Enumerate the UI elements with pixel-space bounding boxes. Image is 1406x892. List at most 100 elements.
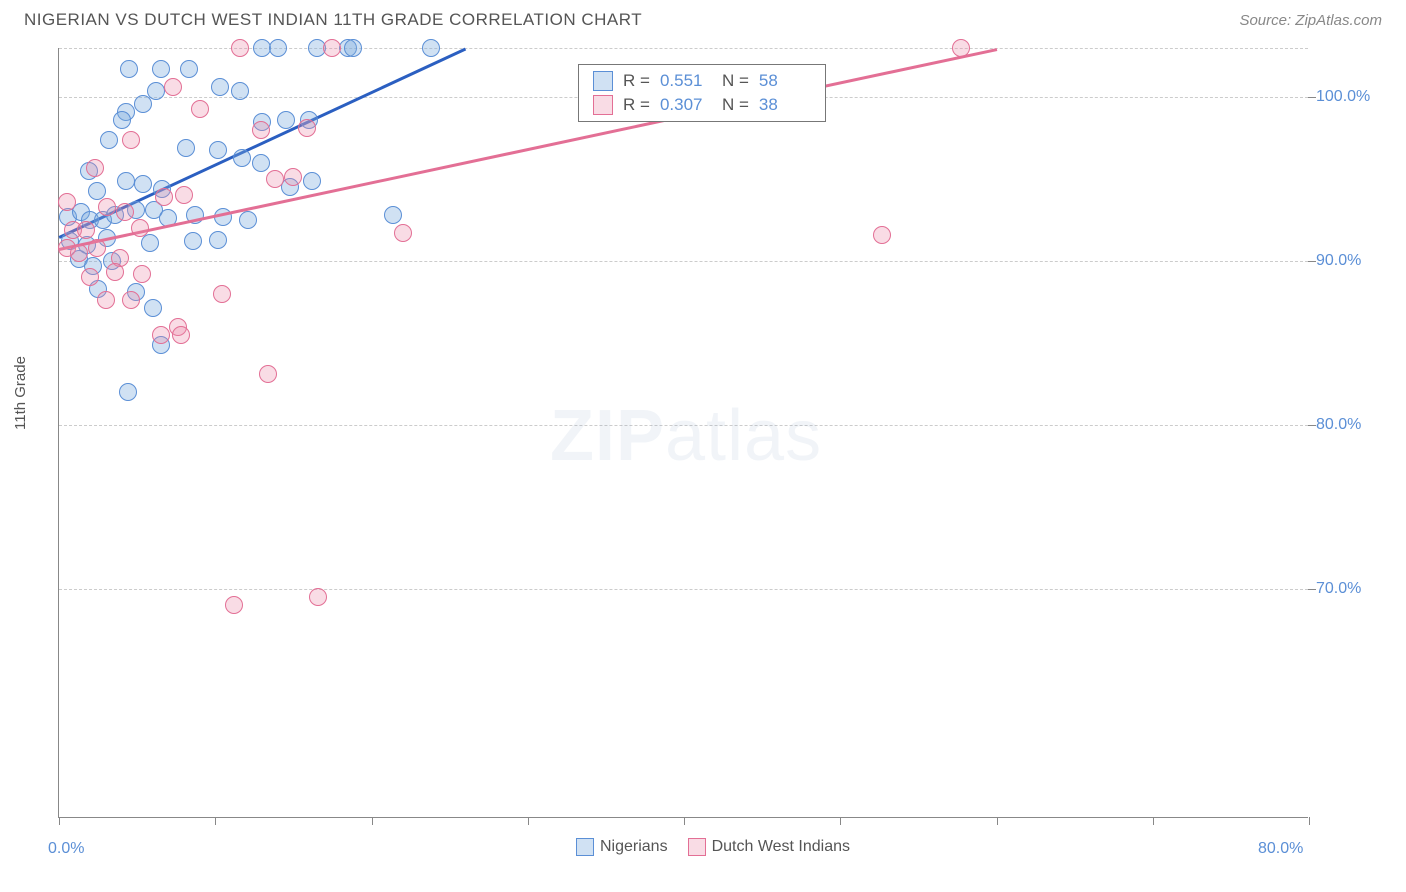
plot-wrap	[58, 48, 1308, 818]
legend-stats-row: R = 0.551 N = 58	[579, 69, 825, 93]
data-point	[233, 149, 251, 167]
data-point	[231, 82, 249, 100]
data-point	[122, 131, 140, 149]
data-point	[277, 111, 295, 129]
x-tick	[1309, 817, 1310, 825]
x-tick	[997, 817, 998, 825]
legend-stats: R = 0.551 N = 58 R = 0.307 N = 38	[578, 64, 826, 122]
legend-swatch	[593, 71, 613, 91]
chart-source: Source: ZipAtlas.com	[1239, 12, 1382, 29]
n-label: N =	[722, 95, 749, 115]
data-point	[88, 182, 106, 200]
data-point	[133, 265, 151, 283]
y-tick-label: 100.0%	[1316, 88, 1370, 106]
data-point	[384, 206, 402, 224]
y-tick-label: 80.0%	[1316, 416, 1361, 434]
data-point	[873, 226, 891, 244]
data-point	[284, 168, 302, 186]
data-point	[97, 291, 115, 309]
data-point	[152, 326, 170, 344]
data-point	[117, 172, 135, 190]
data-point	[209, 141, 227, 159]
data-point	[100, 131, 118, 149]
legend-label: Dutch West Indians	[712, 838, 850, 855]
data-point	[172, 326, 190, 344]
r-label: R =	[623, 95, 650, 115]
y-tick-label: 90.0%	[1316, 252, 1361, 270]
y-tick	[1308, 425, 1316, 426]
n-label: N =	[722, 71, 749, 91]
data-point	[113, 111, 131, 129]
chart-title: NIGERIAN VS DUTCH WEST INDIAN 11TH GRADE…	[24, 10, 642, 30]
data-point	[98, 198, 116, 216]
data-point	[213, 285, 231, 303]
data-point	[191, 100, 209, 118]
data-point	[239, 211, 257, 229]
data-point	[209, 231, 227, 249]
data-point	[70, 244, 88, 262]
x-tick	[684, 817, 685, 825]
data-point	[394, 224, 412, 242]
x-tick-label: 0.0%	[48, 840, 84, 858]
data-point	[77, 221, 95, 239]
x-tick	[840, 817, 841, 825]
legend-swatch	[688, 838, 706, 856]
data-point	[231, 39, 249, 57]
data-point	[266, 170, 284, 188]
y-tick	[1308, 97, 1316, 98]
data-point	[58, 193, 76, 211]
data-point	[134, 175, 152, 193]
n-value: 58	[759, 71, 811, 91]
gridline-h	[59, 589, 1308, 590]
data-point	[119, 383, 137, 401]
gridline-h	[59, 261, 1308, 262]
data-point	[164, 78, 182, 96]
legend-swatch	[593, 95, 613, 115]
data-point	[144, 299, 162, 317]
x-tick	[372, 817, 373, 825]
data-point	[269, 39, 287, 57]
n-value: 38	[759, 95, 811, 115]
data-point	[252, 154, 270, 172]
data-point	[952, 39, 970, 57]
data-point	[211, 78, 229, 96]
data-point	[252, 121, 270, 139]
data-point	[180, 60, 198, 78]
data-point	[177, 139, 195, 157]
data-point	[106, 263, 124, 281]
chart-header: NIGERIAN VS DUTCH WEST INDIAN 11TH GRADE…	[0, 0, 1406, 38]
data-point	[323, 39, 341, 57]
legend-swatch	[576, 838, 594, 856]
data-point	[344, 39, 362, 57]
r-value: 0.551	[660, 71, 712, 91]
x-tick	[1153, 817, 1154, 825]
data-point	[88, 239, 106, 257]
data-point	[259, 365, 277, 383]
bottom-legend: Nigerians Dutch West Indians	[0, 838, 1406, 856]
data-point	[155, 188, 173, 206]
x-tick	[528, 817, 529, 825]
data-point	[298, 119, 316, 137]
data-point	[225, 596, 243, 614]
x-tick	[59, 817, 60, 825]
data-point	[184, 232, 202, 250]
y-tick	[1308, 261, 1316, 262]
data-point	[152, 60, 170, 78]
data-point	[122, 291, 140, 309]
legend-label: Nigerians	[600, 838, 668, 855]
data-point	[175, 186, 193, 204]
trend-line	[59, 48, 997, 250]
gridline-h	[59, 425, 1308, 426]
r-label: R =	[623, 71, 650, 91]
r-value: 0.307	[660, 95, 712, 115]
data-point	[81, 268, 99, 286]
data-point	[309, 588, 327, 606]
data-point	[303, 172, 321, 190]
data-point	[134, 95, 152, 113]
y-tick	[1308, 589, 1316, 590]
plot-area	[58, 48, 1308, 818]
x-tick-label: 80.0%	[1258, 840, 1303, 858]
y-axis-label: 11th Grade	[12, 356, 29, 430]
data-point	[131, 219, 149, 237]
x-tick	[215, 817, 216, 825]
